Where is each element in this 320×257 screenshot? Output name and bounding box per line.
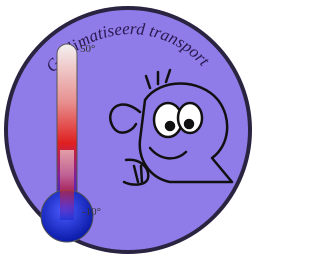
bottom-label: -10° (82, 206, 101, 218)
page: {"badge": {"title": "Geclimatiseerd tran… (0, 0, 257, 257)
badge: Geclimatiseerd transport 50° -10° (0, 0, 257, 257)
top-label: 50° (80, 43, 95, 55)
